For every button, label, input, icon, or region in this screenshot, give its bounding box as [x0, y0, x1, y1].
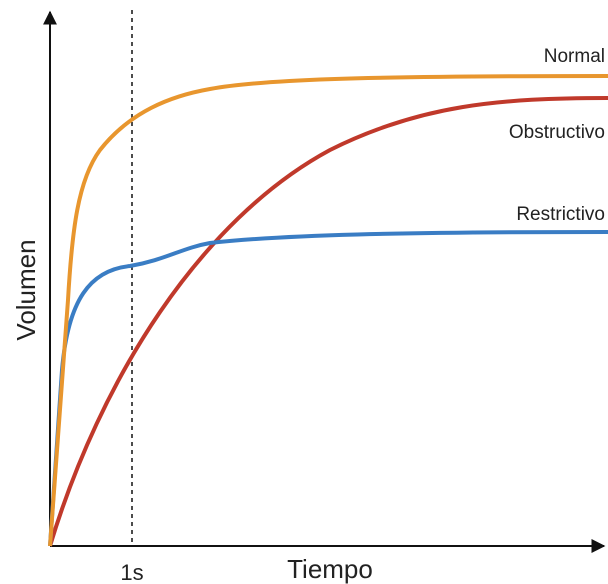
normal-curve: [48, 74, 608, 547]
curve-label: Obstructivo: [509, 122, 605, 143]
restrictive-curve: [48, 230, 608, 547]
x-marker-label: 1s: [120, 560, 143, 584]
curve-label: Normal: [544, 46, 605, 67]
curve-label: Restrictivo: [516, 204, 605, 225]
obstructive-curve: [48, 96, 608, 547]
y-axis-label: Volumen: [11, 239, 41, 340]
x-axis-label: Tiempo: [287, 554, 373, 584]
